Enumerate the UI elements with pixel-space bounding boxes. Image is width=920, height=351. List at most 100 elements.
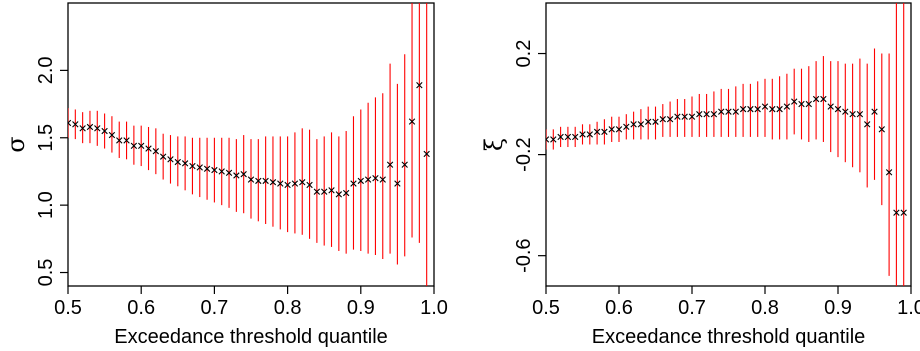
xi-point-marker xyxy=(834,105,842,113)
xi-point-marker xyxy=(681,113,688,120)
xi-y-tick-label: -0.6 xyxy=(513,238,535,272)
xi-point-marker xyxy=(630,121,637,128)
sigma-point-marker xyxy=(108,131,116,139)
sigma-point-marker xyxy=(386,161,394,168)
sigma-point-marker xyxy=(350,180,357,187)
xi-point-marker xyxy=(739,105,747,113)
sigma-point-marker xyxy=(291,180,299,187)
sigma-point-marker xyxy=(342,189,350,197)
sigma-x-tick-label: 0.9 xyxy=(347,297,375,319)
xi-point-marker xyxy=(791,98,798,105)
sigma-y-tick-label: 0.5 xyxy=(35,259,57,287)
sigma-point-marker xyxy=(364,176,372,183)
xi-point-marker xyxy=(893,209,900,216)
xi-point-marker xyxy=(718,108,725,115)
xi-point-marker xyxy=(849,110,856,118)
sigma-point-marker xyxy=(86,123,94,131)
xi-x-tick-label: 1.0 xyxy=(897,297,920,319)
xi-point-marker xyxy=(856,110,864,118)
xi-point-marker xyxy=(769,105,776,113)
xi-y-axis-title: ξ xyxy=(480,138,508,151)
xi-point-marker xyxy=(776,105,783,113)
sigma-point-marker xyxy=(181,160,189,167)
xi-x-tick-label: 0.8 xyxy=(751,297,779,319)
sigma-point-marker xyxy=(321,188,328,195)
xi-point-marker xyxy=(572,133,579,141)
sigma-panel: 0.5 0.6 0.7 0.8 0.9 1.0 0.5 1.0 1.5 2.0 Exceedance… xyxy=(2,2,448,348)
xi-point-marker xyxy=(586,131,593,138)
xi-point-marker xyxy=(550,136,557,143)
xi-data-layer xyxy=(546,3,907,286)
sigma-point-marker xyxy=(225,169,233,176)
xi-point-marker xyxy=(593,128,601,136)
sigma-y-tick-label: 1.0 xyxy=(35,191,57,219)
xi-x-tick-label: 0.7 xyxy=(678,297,706,319)
sigma-x-axis-title: Exceedance threshold quantile xyxy=(114,326,388,348)
sigma-point-marker xyxy=(269,179,277,186)
sigma-point-marker xyxy=(313,188,321,195)
sigma-point-marker xyxy=(145,145,152,152)
sigma-point-marker xyxy=(68,119,72,127)
sigma-point-marker xyxy=(72,121,79,128)
sigma-point-marker xyxy=(394,180,401,187)
sigma-point-marker xyxy=(123,137,130,144)
xi-point-marker xyxy=(732,108,739,115)
xi-point-marker xyxy=(674,113,681,120)
sigma-point-marker xyxy=(423,150,430,158)
xi-point-marker xyxy=(885,169,893,176)
xi-point-marker xyxy=(652,118,659,125)
sigma-x-tick-label: 0.5 xyxy=(54,297,82,319)
xi-point-marker xyxy=(688,113,696,120)
xi-point-marker xyxy=(827,103,834,110)
sigma-point-marker xyxy=(94,125,101,132)
sigma-point-marker xyxy=(262,177,269,185)
sigma-point-marker xyxy=(401,161,408,168)
sigma-point-marker xyxy=(408,118,416,125)
xi-x-tick-label: 0.6 xyxy=(605,297,633,319)
xi-point-marker xyxy=(696,110,703,118)
sigma-y-axis-title: σ xyxy=(2,136,30,152)
sigma-point-marker xyxy=(372,175,379,182)
sigma-point-marker xyxy=(130,142,138,150)
xi-point-marker xyxy=(601,128,608,136)
sigma-x-tick-label: 0.7 xyxy=(200,297,228,319)
xi-x-tick-label: 0.9 xyxy=(824,297,852,319)
sigma-point-marker xyxy=(159,153,167,160)
sigma-point-marker xyxy=(284,181,291,189)
xi-point-marker xyxy=(900,209,907,216)
sigma-point-marker xyxy=(240,170,247,178)
sigma-point-marker xyxy=(79,125,86,132)
xi-panel: 0.5 0.6 0.7 0.8 0.9 1.0 -0.6 -0.2 0.2 Exceedance … xyxy=(480,2,920,348)
sigma-point-marker xyxy=(277,180,284,187)
xi-point-marker xyxy=(615,126,623,133)
sigma-point-marker xyxy=(233,172,240,179)
sigma-point-marker xyxy=(416,82,423,89)
sigma-x-tick-label: 0.6 xyxy=(127,297,155,319)
xi-point-marker xyxy=(659,116,666,123)
sigma-point-marker xyxy=(335,191,343,198)
sigma-point-marker xyxy=(203,165,211,172)
xi-x-axis-title: Exceedance threshold quantile xyxy=(592,326,866,348)
xi-point-marker xyxy=(623,123,630,131)
xi-point-marker xyxy=(557,133,564,141)
xi-point-marker xyxy=(666,116,674,123)
xi-point-marker xyxy=(783,103,791,110)
sigma-point-marker xyxy=(167,156,174,163)
sigma-point-marker xyxy=(152,148,160,155)
xi-point-marker xyxy=(725,108,732,115)
sigma-point-marker xyxy=(328,187,335,194)
xi-point-marker xyxy=(812,95,820,103)
sigma-data-layer xyxy=(68,3,430,286)
xi-plot-frame xyxy=(545,2,912,287)
sigma-point-marker xyxy=(196,164,203,171)
sigma-y-tick-label: 1.5 xyxy=(35,124,57,152)
xi-x-tick-label: 0.5 xyxy=(532,297,560,319)
sigma-point-marker xyxy=(379,176,386,183)
xi-point-marker xyxy=(864,121,871,128)
xi-y-tick-label: -0.2 xyxy=(513,137,535,171)
sigma-point-marker xyxy=(138,142,145,150)
sigma-point-marker xyxy=(211,166,218,174)
sigma-point-marker xyxy=(116,137,123,144)
xi-point-marker xyxy=(805,100,812,108)
